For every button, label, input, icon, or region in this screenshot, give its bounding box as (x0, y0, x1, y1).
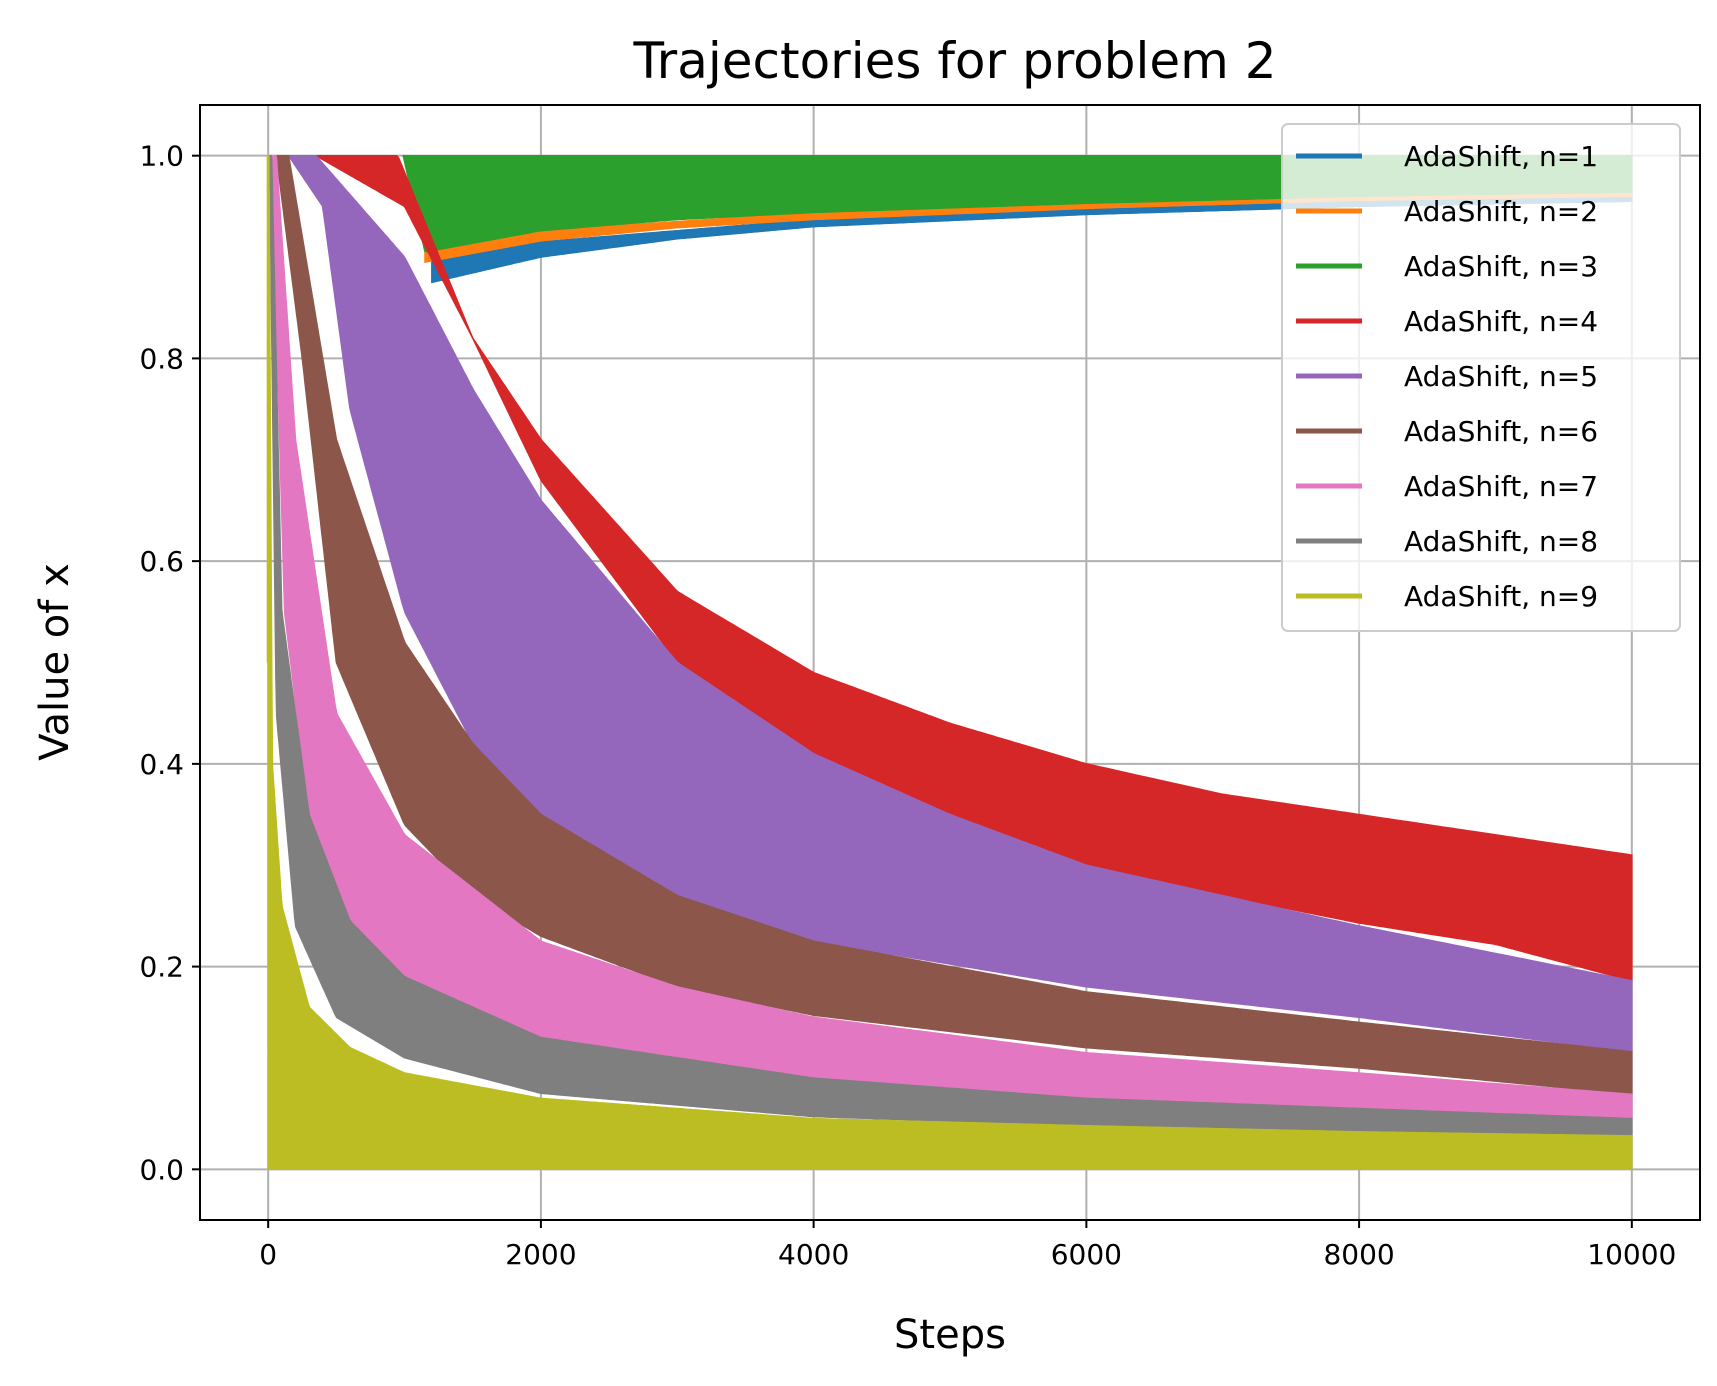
legend-label: AdaShift, n=7 (1404, 470, 1598, 503)
legend-label: AdaShift, n=8 (1404, 525, 1598, 558)
x-tick-label: 8000 (1323, 1238, 1394, 1271)
y-tick-label: 0.8 (139, 342, 184, 375)
y-tick-label: 0.4 (139, 748, 184, 781)
x-tick-label: 10000 (1587, 1238, 1676, 1271)
legend-box (1281, 123, 1681, 632)
y-tick-label: 0.0 (139, 1153, 184, 1186)
y-tick-label: 1.0 (139, 140, 184, 173)
series-band-n9 (267, 187, 1633, 1171)
chart-title: Trajectories for problem 2 (632, 32, 1276, 90)
x-tick-label: 4000 (778, 1238, 849, 1271)
x-ticks: 0 2000 4000 6000 8000 10000 (259, 1220, 1676, 1271)
y-axis-label: Value of x (32, 563, 78, 761)
legend-label: AdaShift, n=6 (1404, 415, 1598, 448)
x-axis-label: Steps (894, 1312, 1006, 1358)
x-tick-label: 2000 (505, 1238, 576, 1271)
y-ticks: 0.0 0.2 0.4 0.6 0.8 1.0 (139, 140, 200, 1186)
y-tick-label: 0.2 (139, 951, 184, 984)
legend-label: AdaShift, n=4 (1404, 305, 1598, 338)
plot-frame (199, 104, 1701, 1221)
legend-label: AdaShift, n=3 (1404, 250, 1598, 283)
legend-label: AdaShift, n=2 (1404, 195, 1598, 228)
series-band-n4 (315, 154, 1633, 982)
x-tick-label: 0 (259, 1238, 277, 1271)
legend-label: AdaShift, n=1 (1404, 140, 1598, 173)
legend-label: AdaShift, n=5 (1404, 360, 1598, 393)
legend: AdaShift, n=1 AdaShift, n=2 AdaShift, n=3 A… (1281, 123, 1681, 632)
y-tick-label: 0.6 (139, 545, 184, 578)
x-tick-label: 6000 (1051, 1238, 1122, 1271)
legend-label: AdaShift, n=9 (1404, 580, 1598, 613)
series-band-n8 (268, 154, 1633, 1136)
